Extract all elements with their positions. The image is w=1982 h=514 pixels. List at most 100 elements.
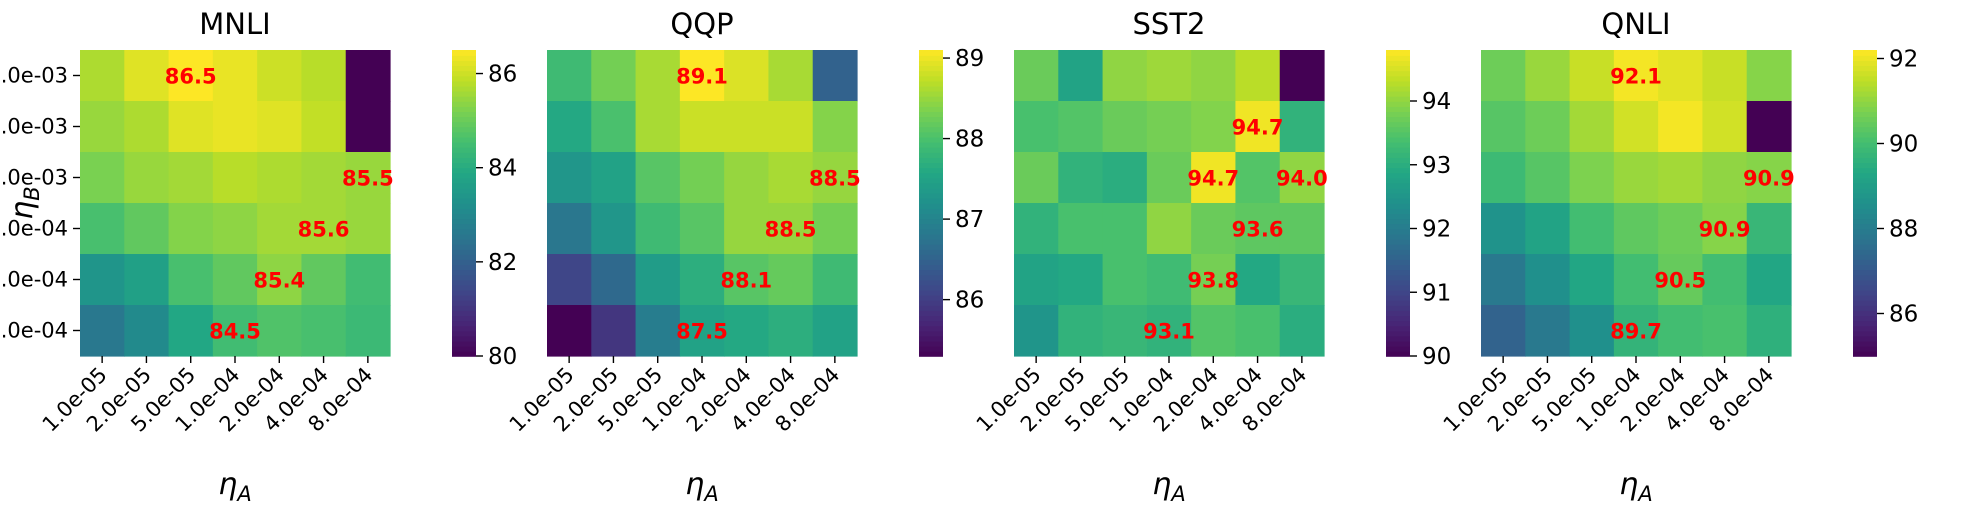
colorbar-segment bbox=[919, 335, 943, 342]
cell-annotation: 89.7 bbox=[1610, 320, 1662, 344]
heatmap-cell bbox=[1613, 254, 1659, 306]
colorbar-segment bbox=[1386, 330, 1410, 337]
heatmap-cell bbox=[1146, 254, 1192, 306]
heatmap-cell bbox=[812, 254, 858, 306]
colorbar-segment bbox=[1853, 243, 1877, 250]
heatmap-cell bbox=[1058, 305, 1104, 357]
colorbar-segment bbox=[919, 182, 943, 189]
colorbar-segment bbox=[919, 192, 943, 199]
colorbar-segment bbox=[919, 259, 943, 265]
colorbar-segment bbox=[1853, 345, 1877, 352]
heatmap-cell bbox=[1235, 254, 1281, 306]
colorbar-segment bbox=[1386, 254, 1410, 260]
cell-annotation: 94.7 bbox=[1187, 167, 1239, 191]
heatmap-cell bbox=[1481, 152, 1526, 204]
colorbar-segment bbox=[919, 187, 943, 194]
colorbar-segment bbox=[1853, 111, 1877, 118]
colorbar-segment bbox=[452, 264, 476, 271]
colorbar-segment bbox=[919, 274, 943, 281]
heatmap-cell bbox=[591, 101, 637, 153]
colorbar-segment bbox=[452, 350, 476, 357]
heatmap-cell bbox=[547, 101, 592, 153]
heatmap-cell bbox=[1702, 305, 1748, 357]
heatmap-cell bbox=[301, 101, 347, 153]
colorbar-segment bbox=[452, 197, 476, 204]
heatmap-cell bbox=[1058, 152, 1104, 204]
colorbar-segment bbox=[452, 238, 476, 245]
heatmap-cell bbox=[1569, 203, 1615, 255]
heatmap-cell bbox=[1525, 50, 1571, 102]
heatmap-cell bbox=[1525, 101, 1571, 153]
colorbar-tick-label: 86 bbox=[1889, 302, 1918, 328]
colorbar-segment bbox=[919, 90, 943, 97]
heatmap-cell bbox=[679, 254, 725, 306]
colorbar-segment bbox=[452, 131, 476, 138]
colorbar-segment bbox=[1386, 340, 1410, 347]
heatmap-cell bbox=[124, 305, 170, 357]
heatmap-cell bbox=[1146, 101, 1192, 153]
heatmap-cell bbox=[1569, 50, 1615, 102]
heatmap-cell bbox=[1658, 305, 1704, 357]
colorbar-segment bbox=[1386, 284, 1410, 291]
colorbar-segment bbox=[452, 182, 476, 189]
colorbar-segment bbox=[1386, 101, 1410, 107]
cell-annotation: 94.7 bbox=[1232, 116, 1284, 140]
heatmap-cell bbox=[1613, 101, 1659, 153]
colorbar-segment bbox=[1853, 136, 1877, 143]
heatmap-cell bbox=[1746, 254, 1792, 306]
heatmap-cell bbox=[1613, 152, 1659, 204]
colorbar-segment bbox=[452, 203, 476, 209]
heatmap-cell bbox=[1481, 254, 1526, 306]
colorbar-segment bbox=[1853, 60, 1877, 67]
heatmap-cell bbox=[679, 50, 725, 102]
colorbar-segment bbox=[919, 330, 943, 337]
colorbar-segment bbox=[452, 299, 476, 306]
heatmap-cell bbox=[1481, 50, 1526, 102]
heatmap-cell bbox=[301, 254, 347, 306]
heatmap-cell bbox=[345, 203, 391, 255]
colorbar-segment bbox=[452, 274, 476, 281]
colorbar-segment bbox=[1386, 121, 1410, 128]
colorbar-segment bbox=[1386, 243, 1410, 250]
colorbar-segment bbox=[1386, 350, 1410, 357]
colorbar-segment bbox=[1853, 50, 1877, 56]
colorbar-tick-label: 86 bbox=[488, 62, 517, 88]
cell-annotation: 92.1 bbox=[1610, 65, 1662, 89]
colorbar-segment bbox=[1853, 197, 1877, 204]
panel-title: SST2 bbox=[1133, 7, 1206, 41]
colorbar-segment bbox=[1853, 90, 1877, 97]
panel-title: MNLI bbox=[199, 7, 270, 41]
x-axis-label: ηA bbox=[1152, 467, 1185, 506]
colorbar-segment bbox=[452, 90, 476, 97]
colorbar-segment bbox=[919, 203, 943, 209]
colorbar-segment bbox=[919, 141, 943, 148]
colorbar-segment bbox=[919, 101, 943, 107]
heatmap-cell bbox=[345, 152, 391, 204]
heatmap-cell bbox=[301, 203, 347, 255]
colorbar-tick-label: 90 bbox=[1889, 132, 1918, 158]
heatmap-cell bbox=[768, 101, 814, 153]
colorbar-segment bbox=[452, 243, 476, 250]
colorbar-segment bbox=[919, 233, 943, 240]
colorbar-segment bbox=[919, 248, 943, 255]
heatmap-cell bbox=[168, 152, 214, 204]
heatmap-cell bbox=[1279, 101, 1325, 153]
heatmap-cell bbox=[1235, 305, 1281, 357]
colorbar-tick-label: 84 bbox=[488, 156, 517, 182]
colorbar-segment bbox=[1386, 172, 1410, 179]
heatmap-cell bbox=[1702, 101, 1748, 153]
x-axis-label: ηA bbox=[685, 467, 718, 506]
colorbar-segment bbox=[452, 111, 476, 118]
cell-annotation: 93.1 bbox=[1143, 320, 1195, 344]
colorbar-segment bbox=[919, 350, 943, 357]
heatmap-cell bbox=[547, 203, 592, 255]
heatmap-cell bbox=[1146, 203, 1192, 255]
y-tick-label: 1.0e-04 bbox=[0, 319, 68, 343]
cell-annotation: 94.0 bbox=[1276, 167, 1328, 191]
colorbar-segment bbox=[1386, 259, 1410, 265]
colorbar-segment bbox=[919, 121, 943, 128]
heatmap-cell bbox=[301, 152, 347, 204]
colorbar-segment bbox=[1386, 95, 1410, 102]
colorbar-segment bbox=[1853, 172, 1877, 179]
heatmap-cell bbox=[1014, 50, 1059, 102]
